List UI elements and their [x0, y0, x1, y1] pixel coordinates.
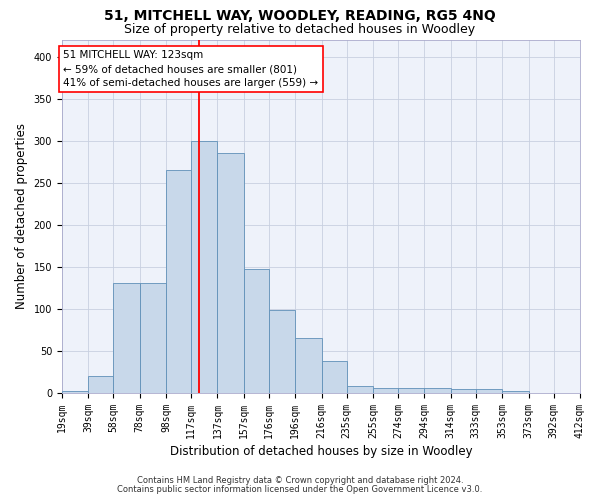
Bar [347, 386, 373, 392]
Bar [88, 376, 113, 392]
Bar [217, 154, 244, 392]
Bar [476, 389, 502, 392]
Bar [295, 338, 322, 392]
Bar [424, 388, 451, 392]
X-axis label: Distribution of detached houses by size in Woodley: Distribution of detached houses by size … [170, 444, 472, 458]
Bar [398, 388, 424, 392]
Text: 51, MITCHELL WAY, WOODLEY, READING, RG5 4NQ: 51, MITCHELL WAY, WOODLEY, READING, RG5 … [104, 9, 496, 23]
Bar [373, 388, 398, 392]
Bar [269, 310, 295, 392]
Text: 51 MITCHELL WAY: 123sqm
← 59% of detached houses are smaller (801)
41% of semi-d: 51 MITCHELL WAY: 123sqm ← 59% of detache… [63, 50, 319, 88]
Bar [451, 389, 476, 392]
Text: Size of property relative to detached houses in Woodley: Size of property relative to detached ho… [124, 22, 476, 36]
Bar [244, 269, 269, 392]
Bar [113, 284, 140, 393]
Bar [140, 284, 166, 393]
Bar [166, 170, 191, 392]
Text: Contains HM Land Registry data © Crown copyright and database right 2024.: Contains HM Land Registry data © Crown c… [137, 476, 463, 485]
Bar [322, 360, 347, 392]
Bar [191, 140, 217, 392]
Bar [502, 391, 529, 392]
Text: Contains public sector information licensed under the Open Government Licence v3: Contains public sector information licen… [118, 485, 482, 494]
Bar [62, 391, 88, 392]
Y-axis label: Number of detached properties: Number of detached properties [15, 124, 28, 310]
